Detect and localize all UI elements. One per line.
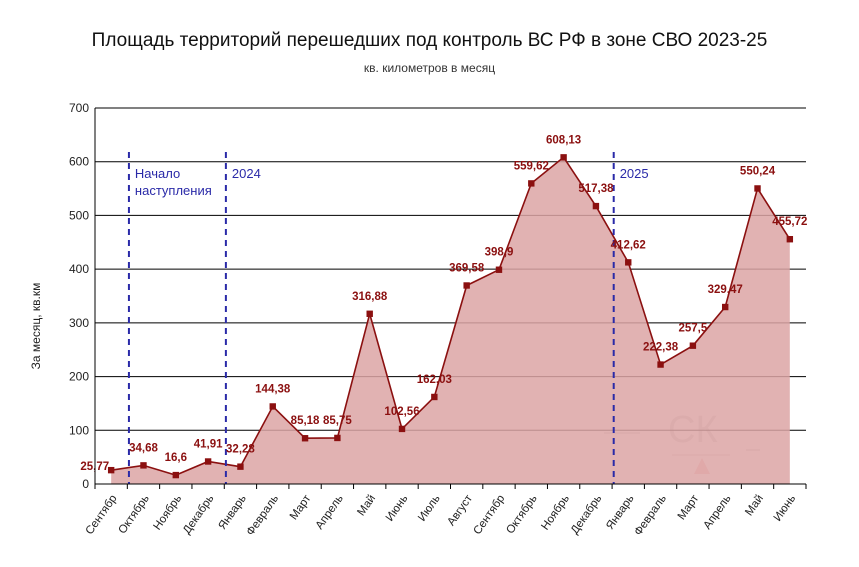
data-point xyxy=(334,434,341,442)
y-tick-label: 500 xyxy=(69,208,89,222)
y-tick-label: 300 xyxy=(69,316,89,330)
y-tick-label: 700 xyxy=(69,101,89,115)
data-label: 222,38 xyxy=(643,342,679,354)
data-point xyxy=(495,266,503,273)
chart-title: Площадь территорий перешедших под контро… xyxy=(91,30,768,51)
data-point xyxy=(592,202,600,210)
data-point xyxy=(689,342,697,349)
data-label: 257,5 xyxy=(678,323,707,335)
data-label: 608,13 xyxy=(546,134,581,146)
data-label: 559,62 xyxy=(514,160,549,172)
data-point xyxy=(204,458,212,465)
y-tick-label: 0 xyxy=(82,477,89,491)
x-tick-label: Август xyxy=(445,492,475,528)
x-tick-label: Октябрь xyxy=(504,493,539,536)
data-label: 16,6 xyxy=(165,452,187,464)
data-label: 369,58 xyxy=(449,262,485,274)
x-tick-label: Июль xyxy=(416,493,443,524)
x-tick-label: Май xyxy=(355,493,378,518)
data-label: 455,72 xyxy=(772,216,807,228)
data-label: 162,03 xyxy=(417,374,452,386)
x-tick-label: Сентябр xyxy=(84,493,120,537)
x-tick-label: Март xyxy=(288,492,314,522)
data-point xyxy=(722,303,729,311)
annotation-text: 2025 xyxy=(620,166,649,181)
data-label: 329,47 xyxy=(708,284,743,296)
y-tick-label: 600 xyxy=(69,155,89,169)
data-point xyxy=(657,361,664,368)
annotation-lines xyxy=(127,152,615,484)
data-label: 316,88 xyxy=(352,291,388,303)
data-point xyxy=(398,425,406,433)
data-point xyxy=(366,310,373,317)
series-points xyxy=(107,154,794,479)
x-tick-label: Апрель xyxy=(314,493,346,532)
data-point xyxy=(269,403,276,410)
x-tick-label: Декабрь xyxy=(181,493,217,537)
data-label: 412,62 xyxy=(611,239,646,251)
data-point xyxy=(107,466,115,474)
data-point xyxy=(140,462,147,469)
y-tick-label: 100 xyxy=(69,423,89,437)
chart-subtitle: кв. километров в месяц xyxy=(363,61,496,75)
x-tick-label: Май xyxy=(743,493,766,518)
data-label: 34,68 xyxy=(129,442,158,454)
data-point xyxy=(301,435,309,442)
data-label: 550,24 xyxy=(740,165,776,177)
data-label: 85,18 xyxy=(291,415,320,427)
x-tick-label: Декабрь xyxy=(569,493,605,537)
data-point xyxy=(786,236,794,243)
x-tick-label: Февраль xyxy=(245,493,282,538)
x-tick-label: Март xyxy=(676,492,702,522)
data-point xyxy=(560,154,567,161)
x-tick-label: Октябрь xyxy=(117,493,152,536)
y-tick-label: 200 xyxy=(69,370,89,384)
data-point xyxy=(754,185,761,192)
x-tick-label: Январь xyxy=(216,493,248,532)
x-tick-label: Сентябр xyxy=(471,493,507,537)
data-point xyxy=(528,180,535,187)
x-tick-label: Февраль xyxy=(632,493,669,538)
data-point xyxy=(172,471,179,479)
data-label: 398,9 xyxy=(485,247,514,259)
data-point xyxy=(431,393,438,401)
data-label: 32,28 xyxy=(226,444,255,456)
data-point xyxy=(237,463,244,470)
x-tick-label: Июнь xyxy=(772,493,799,524)
series-line xyxy=(111,156,791,476)
series-fill xyxy=(111,157,790,485)
x-tick-label: Июнь xyxy=(384,493,411,524)
data-point xyxy=(625,259,632,266)
data-label: 102,56 xyxy=(384,406,419,418)
x-tick-label: Апрель xyxy=(701,493,733,532)
data-point xyxy=(463,282,470,289)
annotations: Начало наступления 2024 2025 xyxy=(135,166,649,198)
series-area xyxy=(111,156,791,485)
annotation-text: наступления xyxy=(135,183,212,198)
data-label: 41,91 xyxy=(194,438,223,450)
data-label: 85,75 xyxy=(323,415,352,427)
x-tick-label: Ноябрь xyxy=(152,493,185,533)
y-axis-label: За месяц, кв.км xyxy=(29,283,43,370)
x-tick-label: Январь xyxy=(604,493,636,532)
annotation-text: 2024 xyxy=(232,166,261,181)
data-label: 144,38 xyxy=(255,383,291,395)
annotation-text: Начало xyxy=(135,166,180,181)
data-label: 517,38 xyxy=(578,183,614,195)
y-tick-label: 400 xyxy=(69,262,89,276)
x-tick-label: Ноябрь xyxy=(539,493,572,533)
